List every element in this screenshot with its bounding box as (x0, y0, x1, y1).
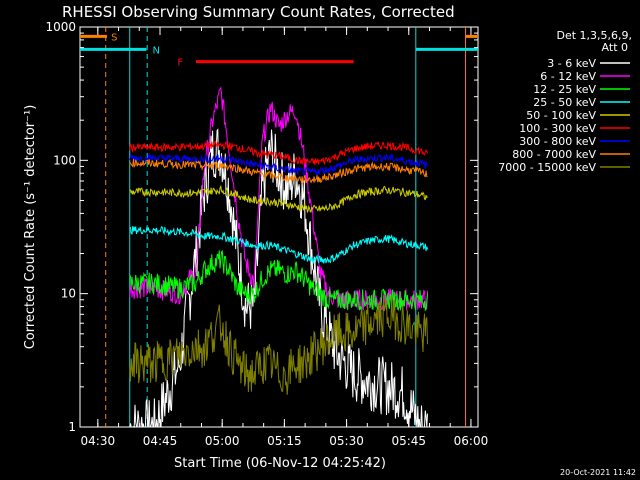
legend-title-line2: Att 0 (602, 41, 628, 54)
y-tick-label-1: 10 (61, 287, 76, 301)
chart-title: RHESSI Observing Summary Count Rates, Co… (62, 3, 455, 21)
x-tick-label-4: 05:30 (329, 434, 364, 448)
series-lines (129, 86, 428, 428)
y-tick-label-0: 1 (68, 420, 76, 434)
series-line-8 (129, 295, 428, 395)
x-tick-label-6: 06:00 (454, 434, 489, 448)
series-line-5 (129, 140, 428, 166)
legend-label-0: 3 - 6 keV (547, 57, 596, 70)
plot-frame (79, 26, 479, 428)
legend-title-line1: Det 1,3,5,6,9, (556, 29, 632, 42)
x-tick-label-1: 04:45 (143, 434, 178, 448)
legend-label-4: 50 - 100 keV (526, 109, 596, 122)
legend-label-7: 800 - 7000 keV (512, 148, 596, 161)
series-line-7 (129, 158, 428, 184)
plot-area: S N F (79, 26, 479, 428)
x-axis-label: Start Time (06-Nov-12 04:25:42) (174, 456, 386, 471)
timestamp: 20-Oct-2021 11:42 (560, 468, 636, 477)
legend-label-1: 6 - 12 keV (540, 70, 596, 83)
x-tick-label-3: 05:15 (267, 434, 302, 448)
state-label-s: S (111, 32, 117, 43)
state-label-f: F (177, 58, 183, 69)
legend-label-6: 300 - 800 keV (519, 135, 596, 148)
series-line-6 (129, 153, 428, 177)
series-line-0 (129, 128, 428, 428)
y-axis-label: Corrected Count Rate (s⁻¹ detector⁻¹) (23, 105, 38, 350)
x-tick-label-5: 05:45 (391, 434, 426, 448)
legend-label-3: 25 - 50 keV (533, 96, 596, 109)
legend-label-2: 12 - 25 keV (533, 83, 596, 96)
x-tick-label-0: 04:30 (81, 434, 116, 448)
state-label-n: N (153, 45, 160, 56)
y-axis: 1 10 100 1000 (45, 20, 478, 434)
series-line-3 (129, 225, 428, 265)
marker-lines (105, 27, 467, 427)
series-line-4 (129, 184, 428, 214)
state-bars: S N F (80, 32, 478, 69)
y-tick-label-2: 100 (53, 153, 76, 167)
x-tick-label-2: 05:00 (205, 434, 240, 448)
legend-label-8: 7000 - 15000 keV (498, 161, 596, 174)
y-tick-label-3: 1000 (45, 20, 76, 34)
x-axis: 04:30 04:45 05:00 05:15 05:30 05:45 06:00 (81, 27, 489, 448)
legend-label-5: 100 - 300 keV (519, 122, 596, 135)
